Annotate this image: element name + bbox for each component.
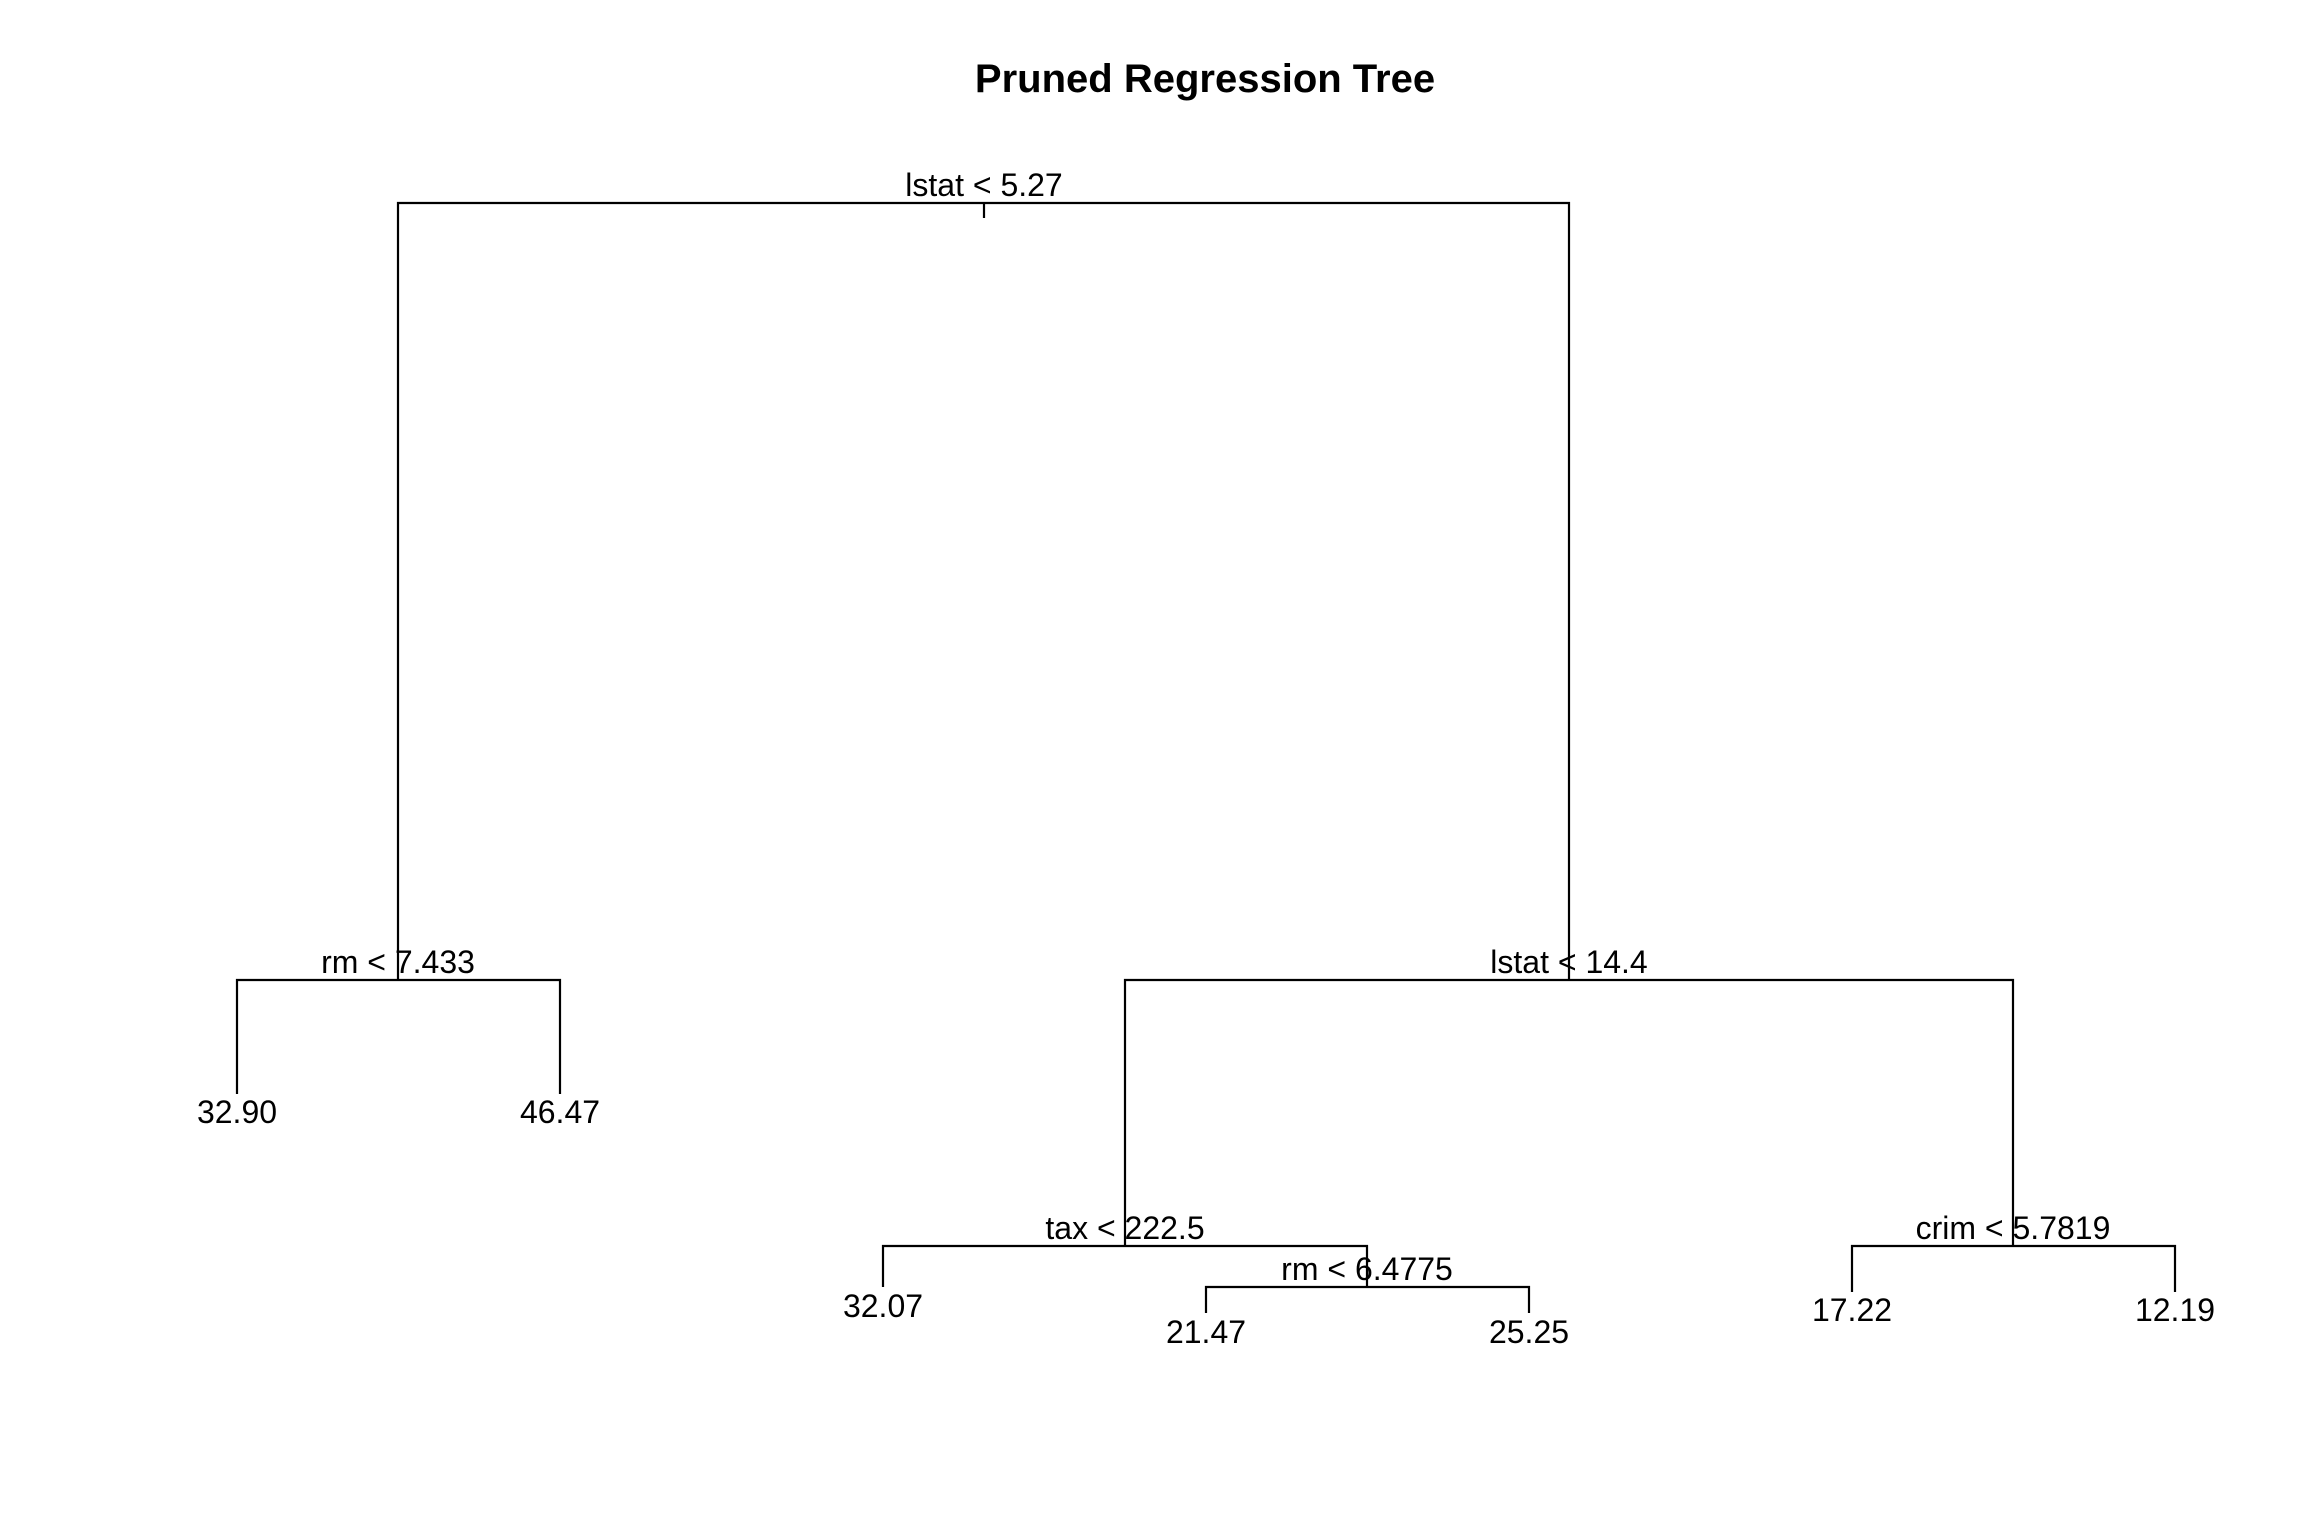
- leaf-value: 17.22: [1812, 1292, 1892, 1328]
- leaf-value: 32.07: [843, 1288, 923, 1324]
- crim-split-label: crim < 5.7819: [1916, 1210, 2111, 1246]
- leaf-value: 12.19: [2135, 1292, 2215, 1328]
- rm-split-bracket: [1204, 1285, 1531, 1313]
- crim-split-bracket: [1850, 1244, 2177, 1292]
- right-split-label: lstat < 14.4: [1490, 944, 1647, 980]
- leaf-value: 32.90: [197, 1094, 277, 1130]
- tax-split-label: tax < 222.5: [1045, 1210, 1204, 1246]
- left-split-bracket: [235, 978, 562, 1094]
- right-split-bracket: [1123, 978, 2015, 1246]
- root-split-bracket: [396, 201, 1571, 980]
- leaf-value: 25.25: [1489, 1314, 1569, 1350]
- leaf-value: 46.47: [520, 1094, 600, 1130]
- chart-title: Pruned Regression Tree: [975, 57, 1435, 101]
- left-split-label: rm < 7.433: [321, 944, 475, 980]
- leaf-value: 21.47: [1166, 1314, 1246, 1350]
- tax-split-bracket: [881, 1244, 1369, 1287]
- rm-split-label: rm < 6.4775: [1281, 1251, 1453, 1287]
- root-split-label: lstat < 5.27: [905, 167, 1062, 203]
